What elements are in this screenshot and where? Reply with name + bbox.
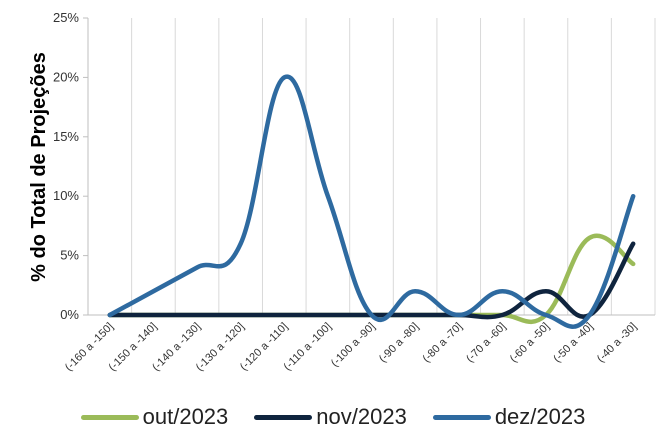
series-line-out-2023 xyxy=(107,233,636,325)
y-tick-label: 15% xyxy=(53,129,79,144)
y-axis-label: % do Total de Projeções xyxy=(28,52,50,282)
x-tick-labels: (-160 a -150](-150 a -140](-140 a -130](… xyxy=(63,321,639,374)
legend-label: out/2023 xyxy=(142,404,229,429)
series-lines xyxy=(107,74,636,329)
legend-item: nov/2023 xyxy=(254,404,407,430)
legend-item: out/2023 xyxy=(80,404,229,430)
y-tick-labels: 0% 5% 10% 15% 20% 25% xyxy=(53,10,79,322)
legend-label: nov/2023 xyxy=(316,404,407,429)
legend-swatch xyxy=(432,414,491,420)
x-tick-label: (-90 a -80] xyxy=(377,321,421,365)
x-tick-label: (-70 a -60] xyxy=(464,321,508,365)
x-tick-label: (-80 a -70] xyxy=(420,321,464,365)
y-tick-label: 0% xyxy=(60,307,79,322)
legend-label: dez/2023 xyxy=(494,404,586,429)
x-tick-label: (-100 a -90] xyxy=(329,321,378,370)
gridlines xyxy=(131,18,656,315)
series-line-dez-2023 xyxy=(107,74,636,329)
x-tick-label: (-40 a -30] xyxy=(595,321,639,365)
line-chart: 0% 5% 10% 15% 20% 25% (-160 a -150](-150 a -1… xyxy=(28,10,656,374)
y-tick-label: 25% xyxy=(53,10,79,25)
legend: out/2023 nov/2023 dez/2023 xyxy=(0,398,666,436)
y-tick-label: 10% xyxy=(53,188,79,203)
legend-swatch xyxy=(254,414,313,420)
y-tick-label: 20% xyxy=(53,69,79,84)
legend-swatch xyxy=(80,414,139,420)
legend-item: dez/2023 xyxy=(432,404,586,430)
y-tick-label: 5% xyxy=(60,248,79,263)
x-tick-label: (-60 a -50] xyxy=(508,321,552,365)
